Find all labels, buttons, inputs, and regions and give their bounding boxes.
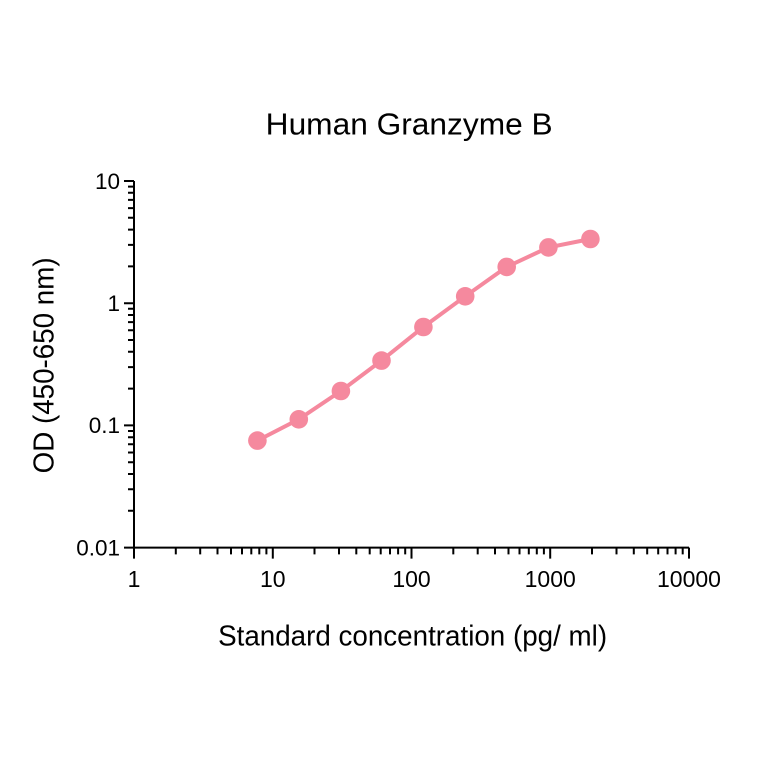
svg-text:10000: 10000 [657, 566, 721, 592]
svg-text:10: 10 [260, 566, 286, 592]
svg-text:1000: 1000 [525, 566, 576, 592]
svg-text:1: 1 [107, 291, 120, 316]
svg-text:10: 10 [95, 169, 120, 194]
svg-text:OD (450-650 nm): OD (450-650 nm) [29, 257, 61, 473]
svg-text:1: 1 [128, 566, 141, 592]
svg-text:Human Granzyme B: Human Granzyme B [266, 107, 553, 142]
svg-text:0.1: 0.1 [89, 413, 120, 438]
svg-text:Standard concentration (pg/ ml: Standard concentration (pg/ ml) [218, 621, 607, 653]
svg-text:0.01: 0.01 [76, 535, 120, 560]
svg-text:100: 100 [392, 566, 430, 592]
